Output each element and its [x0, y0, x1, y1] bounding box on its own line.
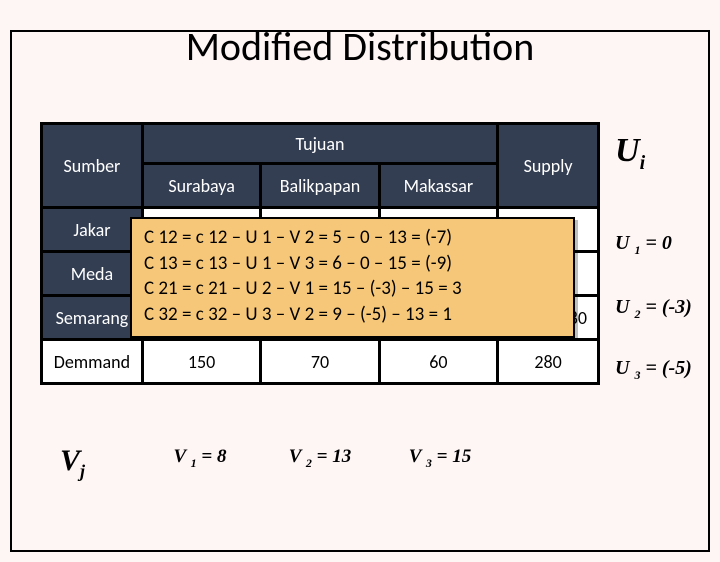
calculation-overlay: C 12 = c 12 – U 1 – V 2 = 5 – 0 – 13 = (… — [130, 217, 575, 338]
supply-header: Supply — [498, 124, 599, 208]
calc-line-2: C 13 = c 13 – U 1 – V 3 = 6 – 0 – 15 = (… — [144, 251, 561, 277]
calc-line-1: C 12 = c 12 – U 1 – V 2 = 5 – 0 – 13 = (… — [144, 225, 561, 251]
source-medan: Meda — [42, 252, 143, 296]
vj-value-2: V 2 = 13 — [260, 446, 380, 471]
source-semarang: Semarang — [42, 296, 143, 340]
vj-values: V 1 = 8 V 2 = 13 V 3 = 15 — [140, 446, 500, 471]
total-cell: 280 — [498, 340, 599, 384]
sumber-header: Sumber — [42, 124, 143, 208]
dest-makassar: Makassar — [379, 164, 497, 208]
ui-label: Ui — [615, 132, 705, 175]
dest-surabaya: Surabaya — [142, 164, 260, 208]
ui-value-3: U 3 = (-5) — [615, 357, 692, 383]
vj-value-1: V 1 = 8 — [140, 446, 260, 471]
dest-balikpapan: Balikpapan — [261, 164, 379, 208]
demand-header: Demmand — [42, 340, 143, 384]
tujuan-header: Tujuan — [142, 124, 497, 164]
calc-line-4: C 32 = c 32 – U 3 – V 2 = 9 – (-5) – 13 … — [144, 302, 561, 328]
calc-line-3: C 21 = c 21 – U 2 – V 1 = 15 – (-3) – 15… — [144, 276, 561, 302]
ui-column: Ui U 1 = 0 U 2 = (-3) U 3 = (-5) — [615, 132, 705, 175]
demand-1: 150 — [142, 340, 260, 384]
ui-value-1: U 1 = 0 — [615, 232, 672, 258]
source-jakarta: Jakar — [42, 208, 143, 252]
vj-label: Vj — [60, 444, 85, 482]
demand-2: 70 — [261, 340, 379, 384]
demand-3: 60 — [379, 340, 497, 384]
vj-value-3: V 3 = 15 — [380, 446, 500, 471]
ui-value-2: U 2 = (-3) — [615, 296, 692, 322]
diagram-stage: Sumber Tujuan Supply Surabaya Balikpapan… — [40, 122, 680, 522]
